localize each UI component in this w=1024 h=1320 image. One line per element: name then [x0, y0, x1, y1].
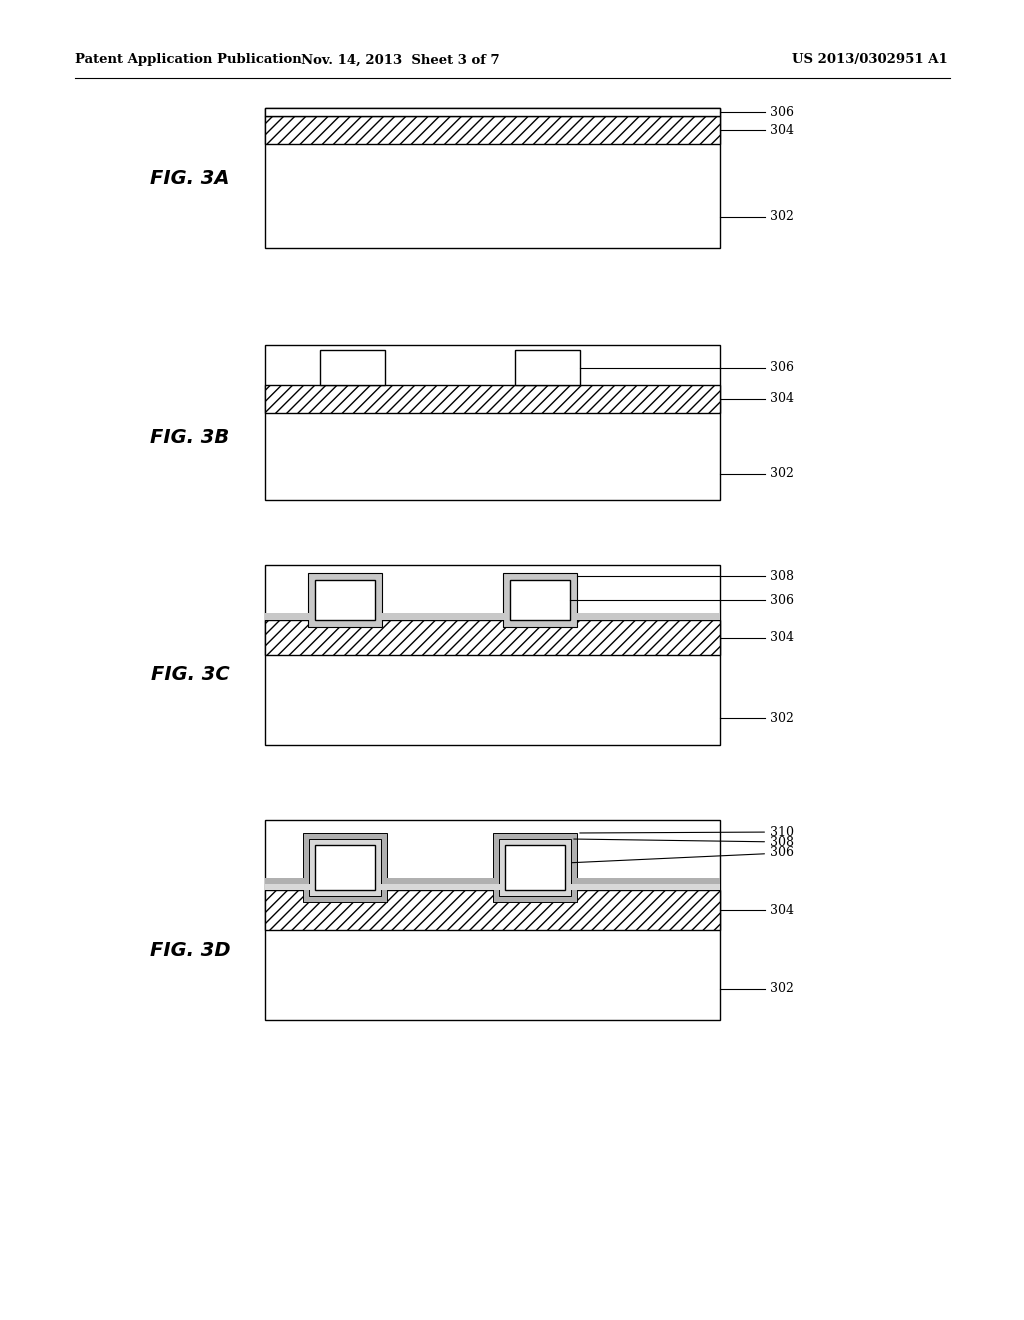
Bar — [308, 573, 382, 627]
Text: US 2013/0302951 A1: US 2013/0302951 A1 — [793, 54, 948, 66]
Text: 302: 302 — [770, 467, 794, 480]
Bar — [265, 620, 720, 655]
Text: 304: 304 — [770, 124, 794, 136]
Bar — [315, 579, 375, 620]
Bar — [510, 579, 570, 620]
Text: 308: 308 — [573, 836, 794, 849]
Text: 304: 304 — [770, 903, 794, 916]
Text: FIG. 3C: FIG. 3C — [151, 665, 229, 685]
Text: Nov. 14, 2013  Sheet 3 of 7: Nov. 14, 2013 Sheet 3 of 7 — [301, 54, 500, 66]
Bar — [303, 833, 387, 902]
Text: 302: 302 — [770, 711, 794, 725]
Text: 306: 306 — [567, 846, 794, 863]
Text: 310: 310 — [580, 825, 794, 838]
Bar — [515, 350, 580, 385]
Bar — [309, 840, 381, 896]
Bar — [265, 345, 720, 500]
Text: 306: 306 — [770, 106, 794, 119]
Bar — [493, 833, 577, 902]
Bar — [265, 878, 720, 890]
Text: 306: 306 — [770, 594, 794, 606]
Bar — [265, 890, 720, 931]
Text: FIG. 3A: FIG. 3A — [151, 169, 229, 187]
Text: 306: 306 — [770, 360, 794, 374]
Text: FIG. 3B: FIG. 3B — [151, 428, 229, 447]
Bar — [503, 573, 577, 627]
Bar — [265, 108, 720, 248]
Text: 302: 302 — [770, 982, 794, 995]
Bar — [265, 884, 720, 890]
Bar — [319, 350, 385, 385]
Bar — [265, 116, 720, 144]
Text: 302: 302 — [770, 210, 794, 223]
Bar — [265, 108, 720, 116]
Text: 304: 304 — [770, 631, 794, 644]
Bar — [265, 385, 720, 413]
Text: 308: 308 — [770, 569, 794, 582]
Bar — [265, 820, 720, 1020]
Text: 304: 304 — [770, 392, 794, 405]
Bar — [265, 612, 720, 620]
Bar — [315, 845, 375, 890]
Bar — [505, 845, 565, 890]
Text: FIG. 3D: FIG. 3D — [150, 940, 230, 960]
Text: Patent Application Publication: Patent Application Publication — [75, 54, 302, 66]
Bar — [499, 840, 571, 896]
Bar — [265, 565, 720, 744]
